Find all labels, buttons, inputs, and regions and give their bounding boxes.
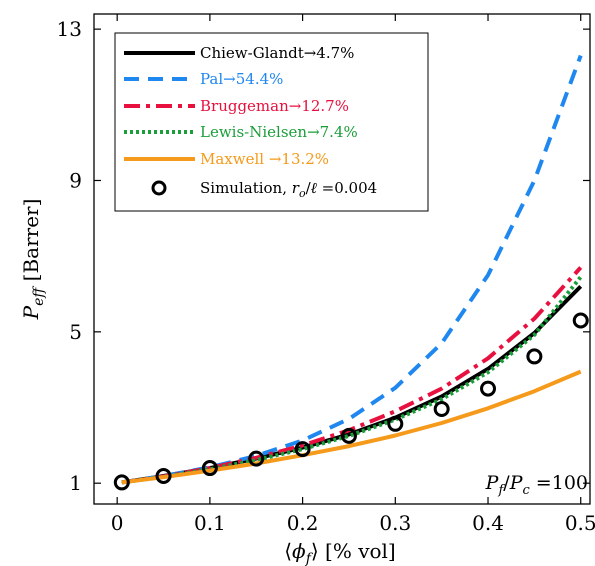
series-line-maxwell — [121, 369, 582, 485]
simulation-point — [248, 450, 265, 467]
series-line-chiew-glandt — [121, 284, 583, 485]
y-tick-label: 5 — [69, 320, 82, 344]
simulation-point — [480, 380, 497, 397]
simulation-point — [294, 441, 311, 458]
series-line-lewis-nielsen — [121, 275, 583, 485]
plot-frame — [93, 13, 591, 505]
simulation-point — [155, 468, 172, 484]
axis-ticks: 0 0.1 0.2 0.3 0.4 0.5 1 5 9 13 — [57, 14, 595, 535]
legend-label-chiew-glandt: Chiew-Glandt→4.7% — [200, 44, 354, 62]
x-axis-label: ⟨ϕf⟩ [% vol] — [284, 539, 396, 566]
y-axis-label: Peff [Barrer] — [19, 199, 47, 321]
ratio-annotation: Pf/Pc =100 — [485, 472, 588, 498]
legend-label-maxwell: Maxwell →13.2% — [200, 150, 329, 168]
points-layer — [113, 312, 589, 491]
legend-box — [114, 32, 429, 212]
simulation-point — [201, 460, 218, 477]
x-tick-label: 0 — [111, 511, 124, 535]
legend-label-simulation: Simulation, ro/ℓ =0.004 — [200, 179, 377, 200]
simulation-point — [113, 474, 130, 491]
simulation-point — [433, 401, 450, 418]
legend-label-pal: Pal→54.4% — [200, 70, 283, 88]
x-tick-label: 0.3 — [379, 511, 411, 535]
legend-swatch-simulation — [151, 180, 167, 196]
series-line-bruggeman — [121, 266, 583, 485]
y-tick-label: 13 — [57, 17, 82, 41]
legend-label-bruggeman: Bruggeman→12.7% — [200, 97, 349, 115]
simulation-point — [387, 415, 404, 432]
x-tick-label: 0.5 — [565, 511, 595, 535]
y-tick-label: 9 — [69, 168, 82, 192]
x-tick-label: 0.4 — [472, 511, 504, 535]
x-tick-label: 0.1 — [194, 511, 226, 535]
x-tick-label: 0.2 — [287, 511, 319, 535]
legend: Chiew-Glandt→4.7% Pal→54.4% Bruggeman→12… — [114, 32, 429, 212]
legend-label-lewis-nielsen: Lewis-Nielsen→7.4% — [200, 123, 358, 141]
simulation-point — [572, 312, 589, 329]
simulation-point — [340, 427, 357, 444]
y-tick-label: 1 — [69, 471, 82, 495]
simulation-point — [526, 348, 543, 365]
